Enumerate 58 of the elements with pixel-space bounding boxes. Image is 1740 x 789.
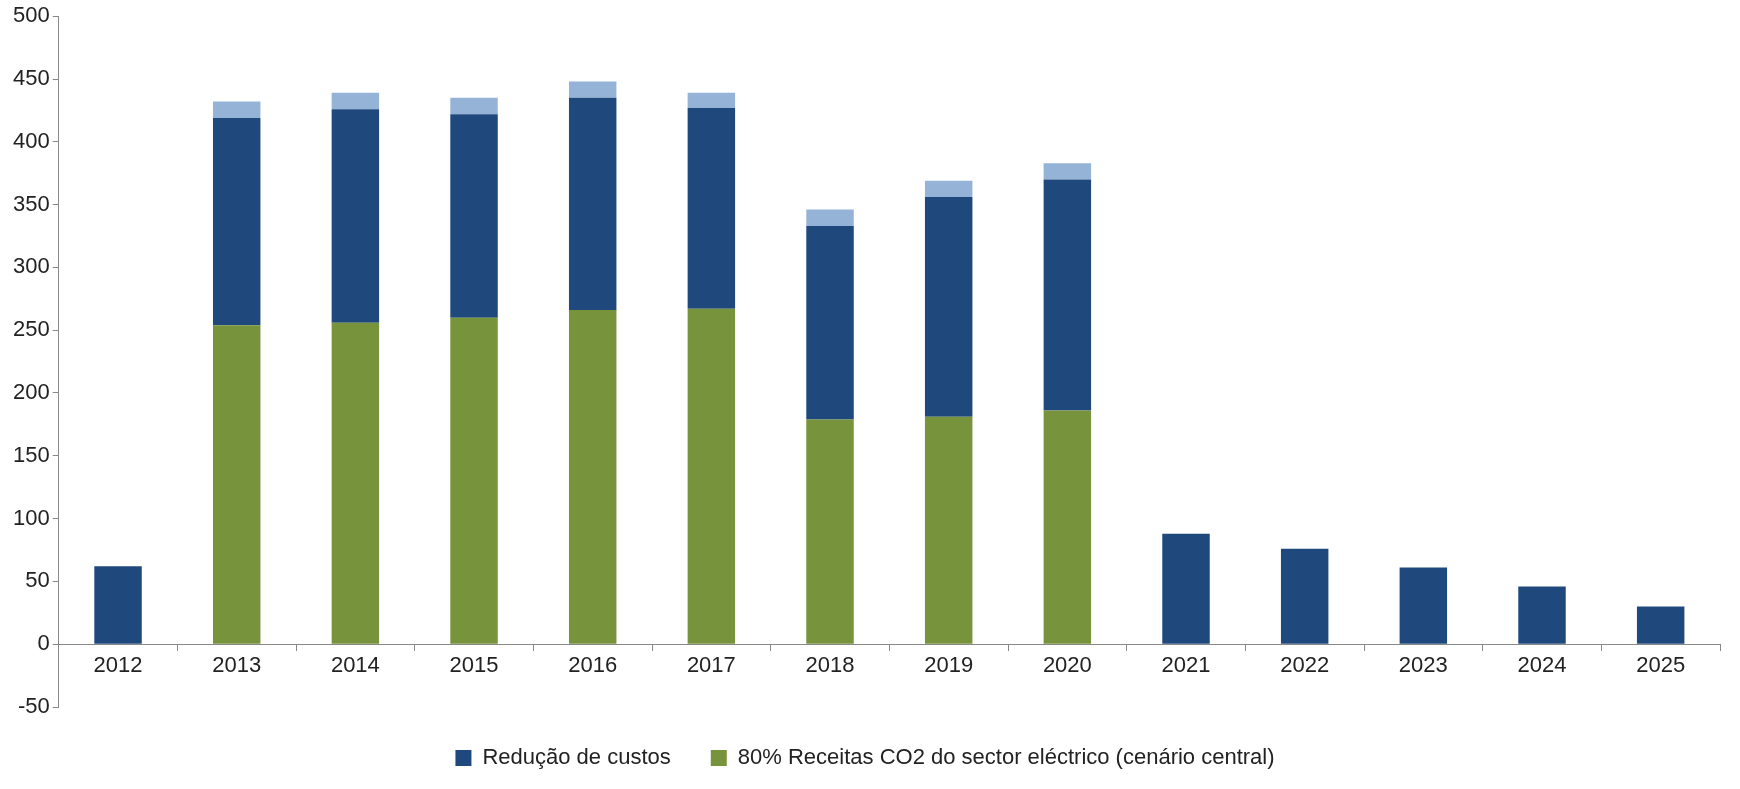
- legend-label: 80% Receitas CO2 do sector eléctrico (cenário central): [737, 744, 1275, 770]
- y-tick-label: -50: [17, 693, 50, 719]
- bar: [450, 97, 498, 115]
- x-tick-label: 2012: [93, 652, 143, 678]
- bar: [331, 322, 380, 644]
- y-tick-label: 100: [12, 504, 50, 530]
- bar: [924, 180, 973, 198]
- bar: [687, 308, 736, 644]
- y-tick-label: 500: [12, 2, 50, 28]
- x-tick-label: 2014: [330, 652, 380, 678]
- y-tick-label: 250: [12, 316, 50, 342]
- y-tick-label: 300: [12, 253, 50, 279]
- bar: [1043, 179, 1092, 411]
- x-tick-label: 2021: [1161, 652, 1211, 678]
- x-tick-label: 2022: [1280, 652, 1330, 678]
- bar: [568, 310, 617, 644]
- x-tick-label: 2013: [212, 652, 262, 678]
- bar: [1636, 606, 1685, 644]
- bar: [687, 107, 736, 309]
- x-tick-label: 2020: [1042, 652, 1092, 678]
- bar: [924, 416, 973, 644]
- bar: [1162, 533, 1210, 644]
- bar: [806, 209, 854, 226]
- bar: [1280, 548, 1329, 644]
- y-tick-label: 50: [25, 567, 50, 593]
- legend-label: Redução de custos: [482, 744, 671, 770]
- bar: [806, 419, 854, 644]
- bar: [1043, 163, 1092, 180]
- y-tick-label: 0: [37, 630, 50, 656]
- y-tick-label: 350: [12, 190, 50, 216]
- y-tick-label: 450: [12, 65, 50, 91]
- bar: [806, 225, 854, 420]
- x-tick-label: 2017: [686, 652, 736, 678]
- bar: [568, 81, 617, 98]
- bar: [331, 92, 380, 110]
- bar: [450, 114, 498, 318]
- y-tick-label: 200: [12, 379, 50, 405]
- bar: [212, 101, 261, 118]
- bar: [687, 92, 736, 108]
- bar: [212, 325, 261, 644]
- bar: [94, 566, 142, 644]
- x-tick-label: 2016: [568, 652, 618, 678]
- x-tick-label: 2025: [1636, 652, 1686, 678]
- bar: [212, 117, 261, 326]
- x-tick-label: 2015: [449, 652, 499, 678]
- x-tick-label: 2023: [1398, 652, 1448, 678]
- bar: [568, 97, 617, 311]
- bar: [331, 109, 380, 323]
- y-tick-label: 150: [12, 441, 50, 467]
- y-tick-label: 400: [12, 127, 50, 153]
- bar: [450, 317, 498, 644]
- bar: [1043, 410, 1092, 644]
- bar: [1399, 567, 1448, 644]
- bar: [1518, 586, 1566, 644]
- bar: [924, 197, 973, 417]
- x-tick-label: 2019: [924, 652, 974, 678]
- x-tick-label: 2024: [1517, 652, 1567, 678]
- x-tick-label: 2018: [805, 652, 855, 678]
